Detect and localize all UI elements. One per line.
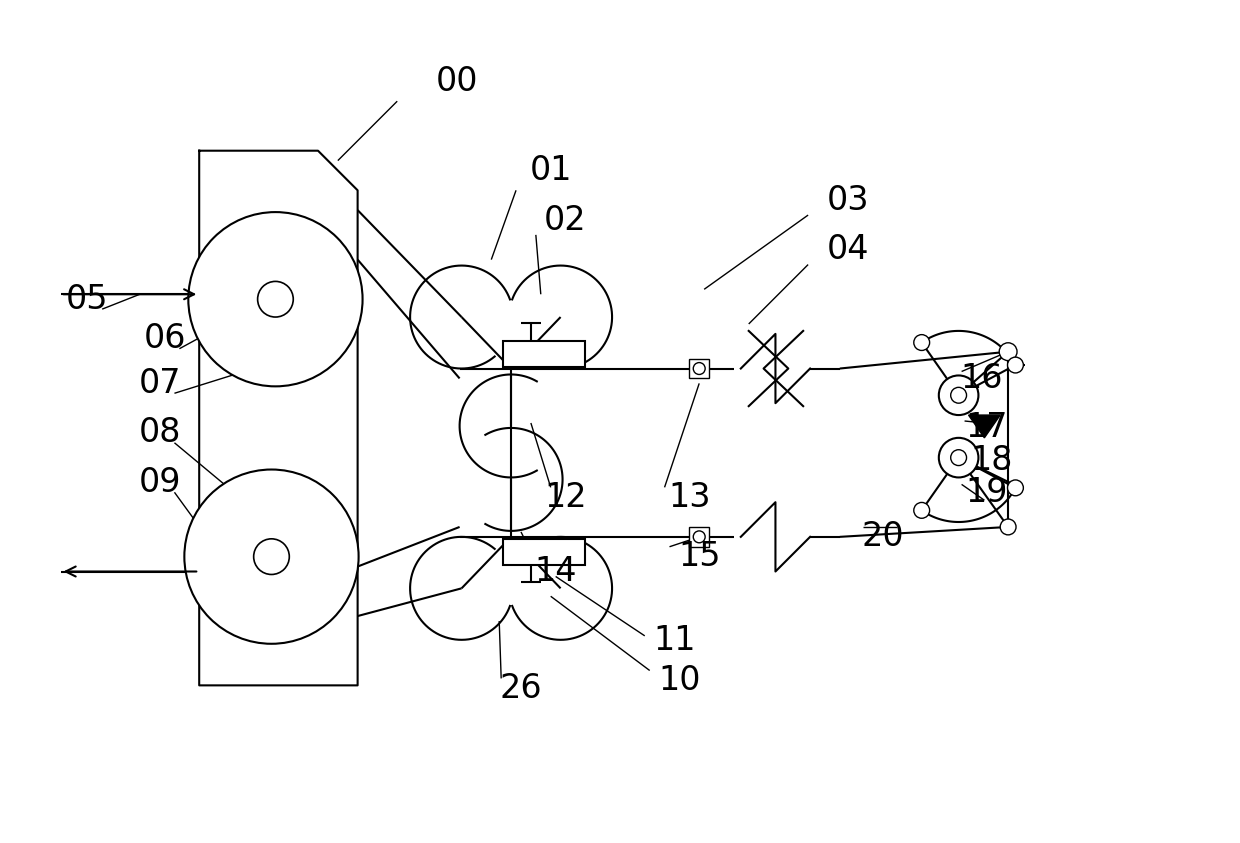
Text: 01: 01	[529, 154, 572, 187]
Circle shape	[185, 470, 358, 644]
Text: 00: 00	[435, 65, 477, 98]
Text: 13: 13	[668, 481, 711, 513]
Bar	[689, 527, 709, 547]
Bar	[689, 358, 709, 379]
Text: 16: 16	[960, 362, 1003, 395]
Circle shape	[693, 362, 706, 374]
Text: 14: 14	[534, 555, 577, 588]
Text: 10: 10	[658, 664, 701, 697]
Text: 11: 11	[653, 625, 696, 658]
Text: 19: 19	[965, 475, 1008, 509]
Polygon shape	[968, 415, 1001, 438]
Text: 20: 20	[861, 520, 904, 553]
Circle shape	[693, 531, 706, 543]
Circle shape	[1008, 357, 1023, 373]
Bar	[503, 341, 585, 367]
Bar	[503, 539, 585, 565]
Circle shape	[951, 387, 966, 403]
Text: 06: 06	[144, 322, 186, 356]
Circle shape	[914, 335, 930, 351]
Circle shape	[939, 375, 978, 415]
Circle shape	[254, 539, 289, 574]
Text: 18: 18	[970, 444, 1013, 477]
Circle shape	[1001, 519, 1016, 534]
Circle shape	[258, 282, 294, 317]
Text: 12: 12	[544, 481, 587, 513]
Text: 08: 08	[139, 416, 181, 449]
Text: 15: 15	[678, 540, 720, 573]
Text: 05: 05	[66, 282, 109, 316]
Text: 04: 04	[827, 234, 869, 266]
Circle shape	[951, 449, 966, 465]
Circle shape	[999, 343, 1017, 361]
Text: 09: 09	[139, 466, 181, 499]
Text: 07: 07	[139, 367, 181, 400]
Text: 17: 17	[965, 411, 1008, 444]
Circle shape	[939, 438, 978, 477]
Text: 03: 03	[827, 184, 869, 217]
Circle shape	[1008, 480, 1023, 496]
Circle shape	[914, 502, 930, 518]
Text: 26: 26	[500, 672, 542, 705]
Circle shape	[188, 212, 362, 386]
Text: 02: 02	[544, 203, 587, 237]
